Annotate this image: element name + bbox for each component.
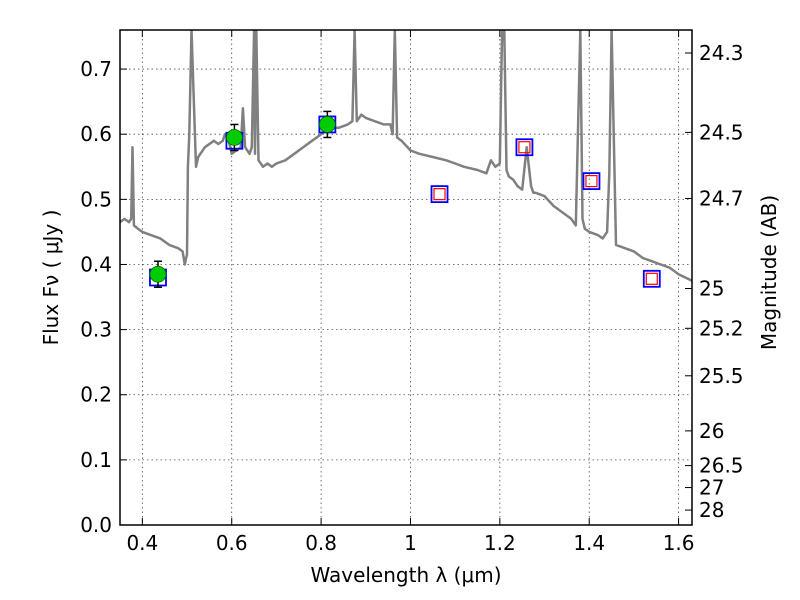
x-axis-title: Wavelength λ (μm) — [310, 563, 501, 587]
plot-area — [120, 30, 692, 282]
x-tick-label: 0.6 — [216, 531, 248, 555]
x-tick-label: 1 — [404, 531, 417, 555]
x-tick-label: 1.2 — [484, 531, 516, 555]
photometry-points — [149, 110, 661, 289]
plot-frame — [119, 29, 693, 526]
y-axis-title: Flux Fν ( μJy ) — [39, 210, 63, 346]
y-tick-label: 0.1 — [80, 448, 112, 472]
sed-spectrum-line — [120, 30, 692, 282]
y-tick-label: 0.6 — [80, 122, 112, 146]
y2-tick-label: 26.5 — [699, 454, 744, 478]
y2-tick-label: 24.7 — [699, 186, 744, 210]
y-tick-label: 0.5 — [80, 187, 112, 211]
model-photometry-square — [582, 172, 601, 191]
x-tick-label: 0.4 — [126, 531, 158, 555]
observed-flux-point — [318, 116, 336, 133]
upper-limit-marker — [433, 188, 446, 201]
y2-axis-title: Magnitude (AB) — [757, 195, 781, 350]
model-photometry-square — [642, 269, 661, 288]
x-tick-label: 1.6 — [663, 531, 695, 555]
y2-tick-label: 25.2 — [699, 316, 744, 340]
y2-tick-label: 27 — [699, 476, 724, 500]
upper-limit-marker — [585, 175, 598, 188]
y2-tick-label: 26 — [699, 419, 724, 443]
y2-tick-label: 28 — [699, 498, 724, 522]
y2-tick-label: 25 — [699, 277, 724, 301]
grid — [120, 30, 692, 526]
observed-flux-point — [225, 129, 243, 146]
x-tick-label: 1.4 — [573, 531, 605, 555]
upper-limit-marker — [645, 272, 658, 285]
y-axis-left: 0.0 0.1 0.2 0.3 0.4 0.5 0.6 0.7 — [80, 57, 127, 537]
observed-flux-point — [149, 265, 167, 283]
x-axis: 0.4 0.6 0.8 1 1.2 1.4 1.6 — [126, 30, 695, 555]
x-tick-label: 0.8 — [305, 531, 337, 555]
y2-tick-label: 24.3 — [699, 41, 744, 65]
y-tick-label: 0.2 — [80, 383, 112, 407]
y-tick-label: 0.3 — [80, 318, 112, 342]
y-tick-label: 0.7 — [80, 57, 112, 81]
upper-limit-marker — [518, 141, 531, 154]
model-photometry-square — [430, 185, 449, 204]
y2-tick-label: 24.5 — [699, 120, 744, 144]
y-tick-label: 0.0 — [80, 513, 112, 537]
model-photometry-square — [515, 138, 534, 157]
y2-tick-label: 25.5 — [699, 364, 744, 388]
y-tick-label: 0.4 — [80, 252, 112, 276]
